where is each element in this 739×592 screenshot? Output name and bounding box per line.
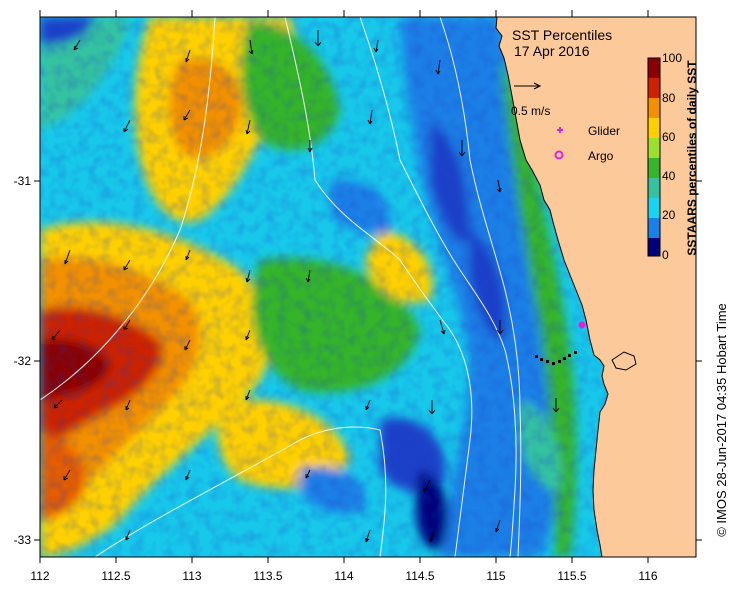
glider-track <box>535 351 577 365</box>
bathymetry-contours <box>40 17 522 557</box>
colorbar-tick-label: 60 <box>662 130 676 144</box>
colorbar-tick-label: 80 <box>662 91 676 105</box>
x-tick-label: 116 <box>638 569 657 583</box>
axis-ticks <box>34 10 702 563</box>
map-title: SST Percentiles <box>512 27 612 43</box>
island <box>611 351 637 371</box>
x-tick-label: 113.5 <box>253 569 282 583</box>
vector-scale <box>514 82 542 90</box>
argo-legend-label: Argo <box>588 149 614 163</box>
glider-position-marker <box>578 321 586 329</box>
glider-legend-label: Glider <box>588 124 620 138</box>
plot-frame <box>39 16 697 558</box>
map-date: 17 Apr 2016 <box>514 43 590 59</box>
x-tick-label: 112 <box>30 569 49 583</box>
x-tick-label: 115.5 <box>557 569 586 583</box>
colorbar-tick-label: 0 <box>662 248 669 262</box>
x-tick-label: 114 <box>334 569 353 583</box>
credit-text: © IMOS 28-Jun-2017 04:35 Hobart Time <box>714 303 729 537</box>
glider-legend-icon <box>557 127 563 133</box>
y-tick-label: -33 <box>14 533 32 547</box>
colorbar <box>647 57 661 257</box>
colorbar-label: SSTAARS percentiles of daily SST <box>685 60 699 256</box>
x-tick-label: 112.5 <box>101 569 130 583</box>
x-tick-label: 115 <box>486 569 505 583</box>
vector-scale-label: 0.5 m/s <box>511 104 550 118</box>
sst-field <box>40 17 696 557</box>
colorbar-tick-label: 20 <box>662 208 676 222</box>
x-tick-label: 114.5 <box>405 569 434 583</box>
colorbar-tick-label: 40 <box>662 169 676 183</box>
y-tick-label: -31 <box>14 174 32 188</box>
y-tick-label: -32 <box>14 354 32 368</box>
land-coast <box>495 17 696 557</box>
argo-legend-icon <box>554 150 564 160</box>
colorbar-tick-label: 100 <box>662 51 682 65</box>
current-vectors <box>51 30 560 543</box>
x-tick-label: 113 <box>182 569 201 583</box>
